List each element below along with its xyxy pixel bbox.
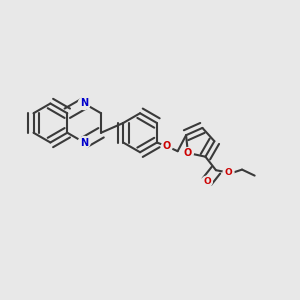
- Text: O: O: [225, 168, 232, 177]
- Text: O: O: [184, 148, 192, 158]
- Text: N: N: [80, 137, 88, 148]
- Text: N: N: [80, 98, 88, 109]
- Circle shape: [78, 136, 90, 148]
- Text: O: O: [203, 177, 211, 186]
- Text: O: O: [163, 141, 171, 152]
- Circle shape: [78, 98, 90, 110]
- Circle shape: [182, 148, 193, 158]
- Circle shape: [202, 176, 212, 187]
- Circle shape: [223, 167, 234, 178]
- Circle shape: [161, 141, 172, 152]
